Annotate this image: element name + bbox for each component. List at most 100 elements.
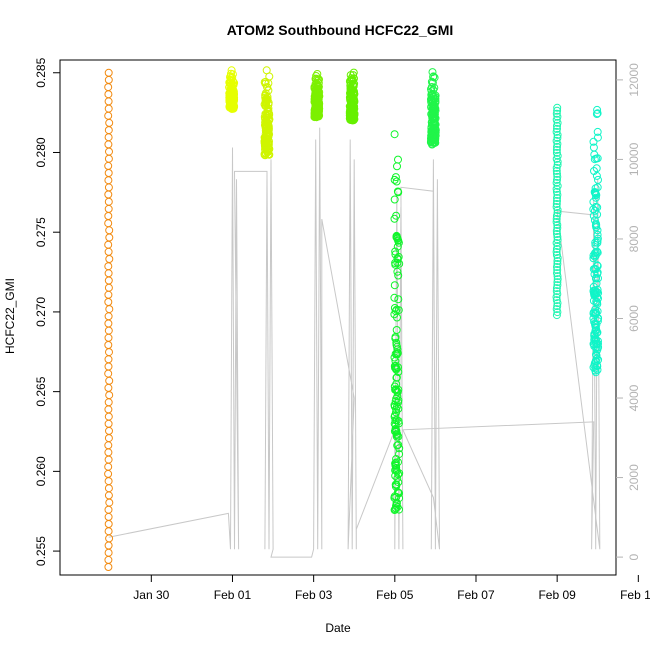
x-tick-label: Feb 01 <box>214 588 252 602</box>
data-point <box>553 175 561 184</box>
data-point <box>429 73 438 81</box>
data-point <box>262 141 271 150</box>
x-tick-label: Feb 09 <box>538 588 576 602</box>
data-point <box>265 109 274 118</box>
data-point <box>393 441 402 450</box>
data-point <box>394 295 403 304</box>
data-point <box>390 195 399 204</box>
data-point <box>392 480 401 489</box>
data-point <box>261 122 270 131</box>
data-point <box>552 187 561 196</box>
data-point <box>553 302 562 311</box>
series-flight-2 <box>225 66 239 113</box>
data-point <box>553 139 562 148</box>
data-point <box>347 97 356 106</box>
data-point <box>391 173 400 182</box>
data-point <box>589 314 598 323</box>
data-point <box>349 112 358 121</box>
data-point <box>260 133 269 142</box>
data-point <box>104 527 113 536</box>
data-point <box>553 263 561 271</box>
data-point <box>392 211 401 220</box>
data-point <box>392 326 401 334</box>
y-tick-label: 0.270 <box>34 297 48 327</box>
data-point <box>104 176 113 185</box>
data-point <box>104 398 113 407</box>
data-point <box>553 230 561 238</box>
data-point <box>391 461 400 470</box>
data-point <box>552 145 561 154</box>
data-point <box>552 163 561 172</box>
data-point <box>553 281 562 290</box>
data-point <box>311 109 320 118</box>
data-point <box>590 249 599 258</box>
data-point <box>104 491 113 500</box>
data-point <box>104 405 113 414</box>
data-point <box>553 257 562 265</box>
data-point <box>225 93 234 102</box>
data-point <box>593 234 602 243</box>
y-tick-label: 0.265 <box>34 376 48 406</box>
data-point <box>392 426 401 435</box>
data-point <box>590 335 599 344</box>
data-point <box>349 107 358 115</box>
data-point <box>590 167 598 175</box>
data-point <box>553 209 562 217</box>
data-point <box>345 93 354 102</box>
data-point <box>552 200 561 208</box>
y2-tick-label: 12000 <box>627 63 641 97</box>
data-point <box>553 133 562 142</box>
points-layer <box>104 66 603 571</box>
data-point <box>593 362 602 371</box>
data-point <box>104 276 113 285</box>
data-point <box>593 230 602 239</box>
data-point <box>394 155 402 164</box>
y-tick-label: 0.285 <box>34 57 48 87</box>
data-point <box>393 258 402 267</box>
series-flight-7 <box>426 68 440 149</box>
data-point <box>395 494 404 503</box>
chart-title: ATOM2 Southbound HCFC22_GMI <box>227 22 454 38</box>
data-point <box>104 326 113 335</box>
data-point <box>310 83 319 91</box>
data-point <box>104 83 113 92</box>
altitude-layer <box>108 127 601 558</box>
data-point <box>390 304 399 312</box>
x-tick-label: Feb 03 <box>295 588 333 602</box>
data-point <box>346 89 355 98</box>
data-point <box>104 298 113 306</box>
data-point <box>227 98 235 106</box>
data-point <box>390 281 399 290</box>
data-point <box>590 252 599 261</box>
data-point <box>105 498 114 507</box>
data-point <box>552 215 561 223</box>
data-point <box>263 107 272 116</box>
data-point <box>592 347 601 355</box>
data-point <box>552 296 561 305</box>
data-point <box>592 350 600 359</box>
data-point <box>591 206 599 215</box>
data-point <box>429 105 438 113</box>
data-point <box>104 462 113 471</box>
data-point <box>592 320 601 329</box>
data-point <box>104 75 113 84</box>
data-point <box>104 126 113 135</box>
data-point <box>104 520 113 528</box>
data-point <box>265 72 274 81</box>
data-point <box>391 356 400 365</box>
data-point <box>593 317 602 326</box>
data-point <box>105 305 114 314</box>
data-point <box>104 269 113 278</box>
data-point <box>104 434 113 443</box>
data-point <box>552 115 561 124</box>
data-point <box>552 287 561 296</box>
series-flight-9 <box>589 105 603 377</box>
data-point <box>263 131 272 140</box>
data-point <box>392 338 401 347</box>
data-point <box>553 197 561 205</box>
data-point <box>261 143 270 152</box>
data-point <box>552 136 561 145</box>
data-point <box>594 274 602 283</box>
data-point <box>104 563 113 571</box>
data-point <box>226 76 235 84</box>
